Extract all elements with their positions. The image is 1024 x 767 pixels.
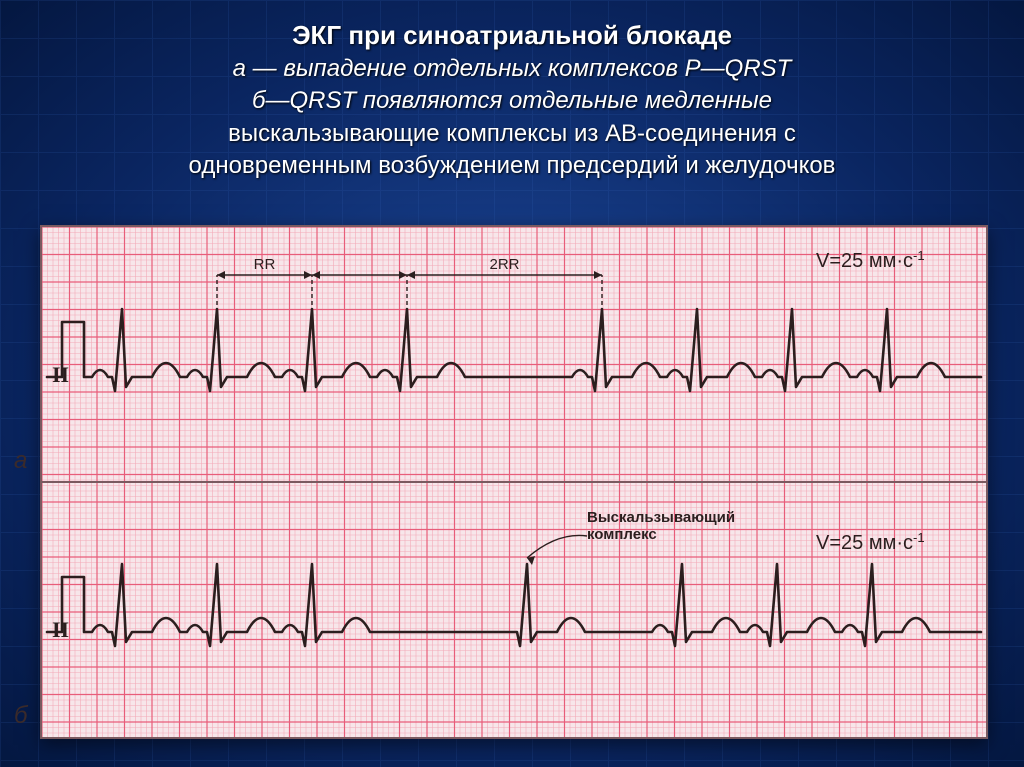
svg-text:RR: RR [254,256,276,273]
svg-text:комплекс: комплекс [587,526,657,543]
ecg-strip-a: II V=25 мм·с-1 RR 2RR [47,248,981,392]
ecg-container: а б IIV=25 мм·с-1RR2RRIIV=25 мм·с-1Выска… [40,225,988,739]
svg-text:2RR: 2RR [489,256,519,273]
title-main: ЭКГ при синоатриальной блокаде [0,18,1024,53]
title-line-b2: выскальзывающие комплексы из АВ-соединен… [0,118,1024,150]
title-block: ЭКГ при синоатриальной блокаде а — выпад… [0,18,1024,183]
slide-root: ЭКГ при синоатриальной блокаде а — выпад… [0,0,1024,767]
panel-label-b: б [14,702,28,730]
svg-text:II: II [52,617,69,642]
svg-text:V=25 мм·с-1: V=25 мм·с-1 [816,530,925,555]
title-line-b3: одновременным возбуждением предсердий и … [0,150,1024,182]
title-line-a: а — выпадение отдельных комплексов P—QRS… [233,55,792,82]
svg-text:II: II [52,362,69,387]
ecg-svg: II V=25 мм·с-1 RR 2RR II V=25 мм·с-1 Выскальзы… [42,227,986,737]
svg-text:V=25 мм·с-1: V=25 мм·с-1 [816,248,925,273]
svg-text:Выскальзывающий: Выскальзывающий [587,509,735,526]
panel-label-a: а [14,447,27,475]
title-line-b1: б—QRST появляются отдельные медленные [252,87,772,114]
